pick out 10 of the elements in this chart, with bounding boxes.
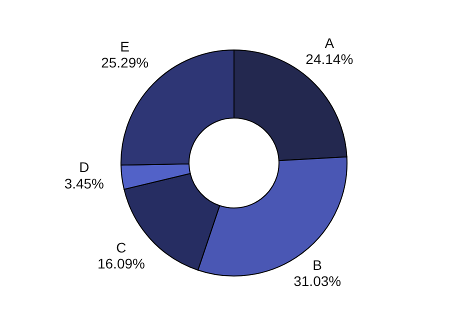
data-label: 16.09% <box>97 255 145 272</box>
data-label: 24.14% <box>306 50 354 67</box>
slice-label: B <box>312 257 322 274</box>
data-label: 25.29% <box>101 54 149 71</box>
slice-label: C <box>116 239 126 256</box>
data-label: 31.03% <box>294 273 342 290</box>
slice-label: E <box>120 38 130 55</box>
slice-label: D <box>79 159 90 176</box>
slice-label: A <box>324 34 335 51</box>
data-label: 3.45% <box>64 175 104 192</box>
